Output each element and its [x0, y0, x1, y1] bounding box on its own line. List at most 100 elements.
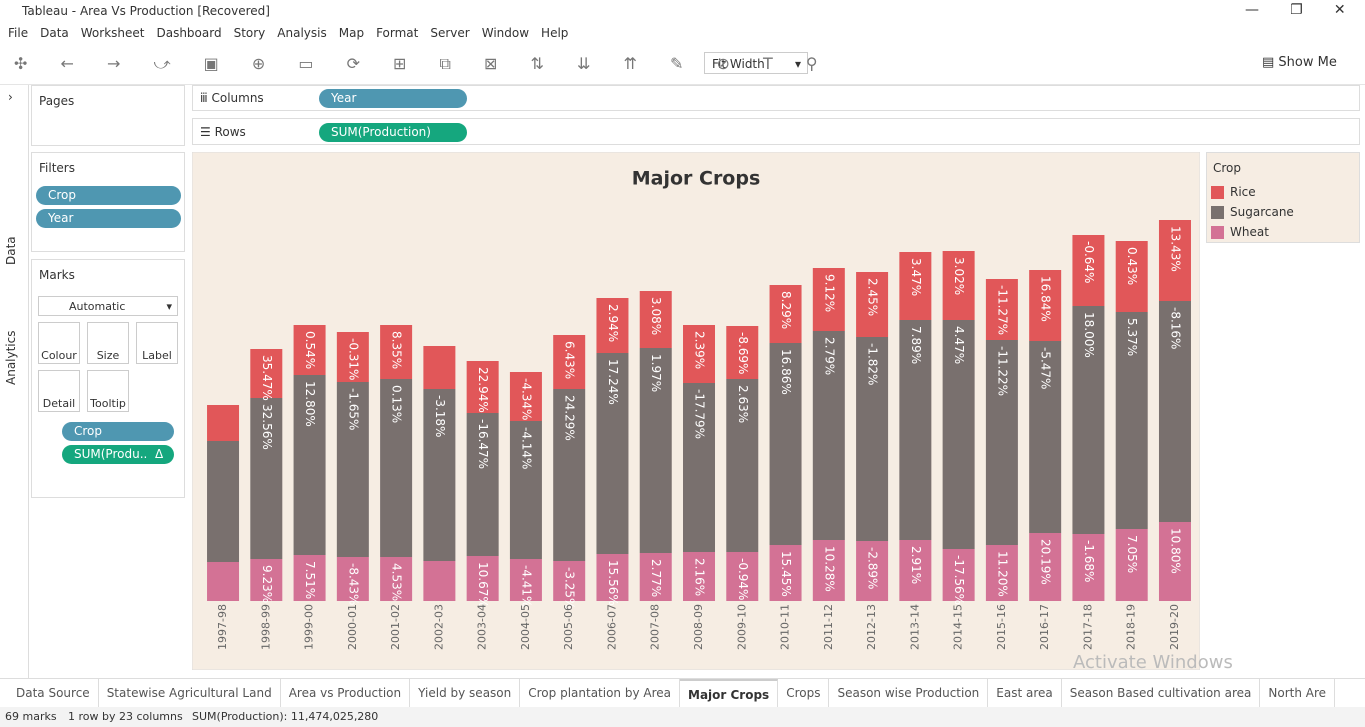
sheet-tab[interactable]: Crop plantation by Area [520, 679, 680, 707]
sheet-tab[interactable]: Area vs Production [281, 679, 411, 707]
sheet-tab[interactable]: East area [988, 679, 1062, 707]
bar-segment [293, 555, 326, 601]
segment-label: 1.97% [649, 354, 663, 392]
shelf-pill[interactable]: SUM(Production) [319, 123, 467, 142]
bar-segment [509, 421, 542, 559]
x-tick-label: 2000-01 [346, 604, 359, 650]
menu-item[interactable]: Format [376, 26, 419, 40]
segment-label: 10.67% [476, 562, 490, 608]
segment-label: 11.20% [995, 551, 1009, 597]
segment-label: 2.39% [693, 331, 707, 369]
bar-segment [1029, 270, 1062, 341]
sheet-tab[interactable]: Yield by season [410, 679, 521, 707]
bar-segment [942, 251, 975, 320]
segment-label: 20.19% [1039, 539, 1053, 585]
segment-label: -4.41% [519, 565, 533, 607]
marks-button[interactable]: Label [136, 322, 178, 364]
marks-pill[interactable]: SUM(Produ.. Δ [62, 445, 174, 464]
x-tick-label: 2013-14 [908, 604, 921, 650]
x-tick-label: 1997-98 [216, 604, 229, 650]
bar-segment [899, 252, 932, 320]
bar-segment [553, 389, 586, 561]
sheet-tab[interactable]: North Are [1260, 679, 1336, 707]
segment-label: -0.31% [346, 338, 360, 380]
segment-label: 2.16% [693, 558, 707, 596]
sheet-tab[interactable]: Season Based cultivation area [1062, 679, 1261, 707]
bar-segment [726, 326, 759, 379]
segment-label: 3.08% [649, 297, 663, 335]
menu-item[interactable]: File [8, 26, 29, 40]
menu-item[interactable]: Help [541, 26, 569, 40]
legend: Crop Rice Sugarcane Wheat [1206, 152, 1360, 243]
legend-label[interactable]: Rice [1230, 185, 1256, 199]
segment-label: -1.65% [346, 388, 360, 430]
window-controls[interactable]: — ❐ ✕ [1245, 2, 1346, 18]
shelf-label-text: Columns [211, 91, 264, 105]
bar-segment [553, 335, 586, 389]
legend-label[interactable]: Sugarcane [1230, 205, 1294, 219]
menu-item[interactable]: Map [338, 26, 365, 40]
segment-label: -3.18% [433, 395, 447, 437]
filter-pill[interactable]: Year [36, 209, 181, 228]
bar-segment [726, 379, 759, 552]
marks-button[interactable]: Colour [38, 322, 80, 364]
sheet-tab[interactable]: Major Crops [680, 679, 779, 709]
bar-segment [466, 556, 499, 601]
marks-pill[interactable]: Crop [62, 422, 174, 441]
menu-item[interactable]: Analysis [277, 26, 327, 40]
shelf-pill[interactable]: Year [319, 89, 467, 108]
segment-label: 7.89% [909, 326, 923, 364]
segment-label: -11.27% [995, 285, 1009, 335]
filter-pill[interactable]: Crop [36, 186, 181, 205]
bar-segment [336, 382, 369, 557]
segment-label: -8.43% [346, 563, 360, 605]
segment-label: -1.68% [1082, 540, 1096, 582]
legend-swatch [1211, 226, 1224, 239]
bar-segment [380, 325, 413, 379]
side-tab[interactable]: Data [4, 236, 18, 265]
pill-text: SUM(Produ.. [74, 447, 148, 461]
menu-item[interactable]: Dashboard [156, 26, 222, 40]
segment-label: 2.45% [866, 278, 880, 316]
segment-label: 24.29% [563, 395, 577, 441]
marks-button[interactable]: Detail [38, 370, 80, 412]
x-tick-label: 2004-05 [519, 604, 532, 650]
bar-segment [1115, 312, 1148, 529]
bar-segment [812, 331, 845, 540]
chart-title: Major Crops [632, 168, 761, 190]
mark-type[interactable]: Automatic ▾ [38, 296, 178, 316]
menu-item[interactable]: Story [233, 26, 266, 40]
segment-label: -16.47% [476, 419, 490, 469]
show-me-text: Show Me [1278, 55, 1337, 70]
bar-segment [1072, 534, 1105, 601]
menu-item[interactable]: Worksheet [80, 26, 145, 40]
marks-button[interactable]: Size [87, 322, 129, 364]
bar-segment [336, 557, 369, 601]
menu-item[interactable]: Data [40, 26, 69, 40]
menu-item[interactable]: Window [481, 26, 530, 40]
fit-dropdown[interactable]: Fit Width ▾ [704, 52, 808, 74]
columns-shelf: ⅲ Columns Year [192, 85, 1360, 111]
marks-button[interactable]: Tooltip [87, 370, 129, 412]
segment-label: 3.47% [909, 258, 923, 296]
sheet-tab[interactable]: Statewise Agricultural Land [99, 679, 281, 707]
card-title: Filters [39, 161, 75, 175]
x-tick-label: 2017-18 [1081, 604, 1094, 650]
collapse[interactable]: › [8, 90, 13, 104]
segment-label: -2.89% [866, 547, 880, 589]
show-me[interactable]: ▤ Show Me [1262, 55, 1337, 70]
segment-label: 9.12% [822, 274, 836, 312]
segment-label: 7.05% [1125, 535, 1139, 573]
segment-label: -17.79% [693, 389, 707, 439]
sheet-tab[interactable]: Season wise Production [829, 679, 989, 707]
menu-item[interactable]: Server [430, 26, 470, 40]
bar-segment [683, 383, 716, 552]
side-tab[interactable]: Analytics [4, 330, 18, 386]
legend-label[interactable]: Wheat [1230, 225, 1269, 239]
filters-card: Filters Crop Year [31, 152, 185, 252]
sheet-tab[interactable]: Crops [778, 679, 830, 707]
segment-label: 9.23% [260, 565, 274, 603]
segment-label: -4.34% [519, 378, 533, 420]
sheet-tab[interactable]: Data Source [8, 679, 99, 707]
